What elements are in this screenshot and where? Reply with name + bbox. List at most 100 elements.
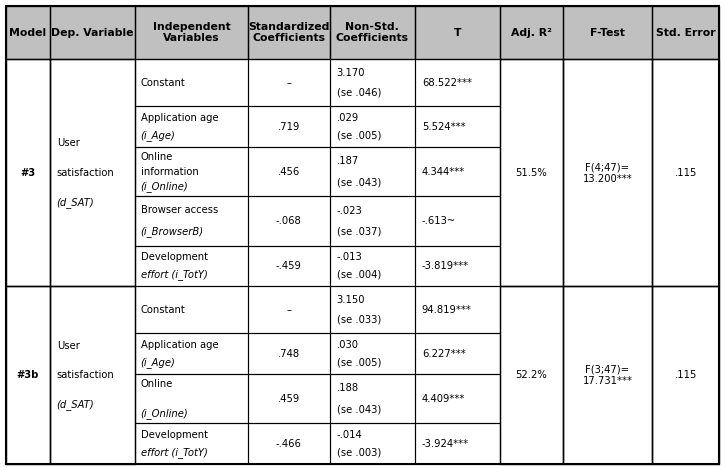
Text: .459: .459 — [278, 394, 300, 404]
Text: -.014: -.014 — [336, 430, 362, 440]
Bar — [50, 286, 135, 464]
Bar — [415, 286, 500, 333]
Text: -.459: -.459 — [276, 261, 302, 271]
Bar — [415, 197, 500, 246]
Bar — [6, 6, 50, 59]
Bar — [330, 333, 415, 374]
Text: Online: Online — [141, 152, 173, 162]
Text: -3.819***: -3.819*** — [422, 261, 469, 271]
Bar — [248, 286, 330, 333]
Text: -.013: -.013 — [336, 252, 362, 263]
Text: Online: Online — [141, 379, 173, 389]
Text: Application age: Application age — [141, 340, 218, 350]
Text: T: T — [454, 28, 461, 37]
Bar — [415, 6, 500, 59]
Bar — [415, 147, 500, 197]
Text: information: information — [141, 167, 199, 177]
Bar — [248, 147, 330, 197]
Text: -.068: -.068 — [276, 216, 302, 226]
Bar — [135, 197, 248, 246]
Text: satisfaction: satisfaction — [57, 370, 115, 380]
Bar — [563, 286, 652, 464]
Text: 4.409***: 4.409*** — [422, 394, 465, 404]
Text: 68.522***: 68.522*** — [422, 78, 472, 88]
Bar — [135, 424, 248, 464]
Bar — [248, 246, 330, 286]
Text: #3b: #3b — [17, 370, 39, 380]
Text: 51.5%: 51.5% — [515, 168, 547, 178]
Text: (se .037): (se .037) — [336, 227, 381, 236]
Bar — [248, 6, 330, 59]
Text: 94.819***: 94.819*** — [422, 305, 472, 315]
Text: -3.924***: -3.924*** — [422, 439, 469, 449]
Text: Development: Development — [141, 430, 208, 440]
Bar — [135, 59, 248, 106]
Text: (se .043): (se .043) — [336, 404, 381, 414]
Text: (i_Online): (i_Online) — [141, 408, 188, 419]
Text: Dep. Variable: Dep. Variable — [51, 28, 133, 37]
Bar — [330, 374, 415, 424]
Bar — [50, 59, 135, 286]
Bar — [248, 147, 330, 197]
Bar — [563, 6, 652, 59]
Bar — [652, 286, 719, 464]
Text: .456: .456 — [278, 167, 300, 177]
Bar — [415, 333, 500, 374]
Bar — [248, 374, 330, 424]
Bar — [135, 424, 248, 464]
Text: 3.170: 3.170 — [336, 68, 365, 78]
Bar — [563, 286, 652, 464]
Bar — [248, 333, 330, 374]
Bar — [135, 333, 248, 374]
Text: F(4;47)=
13.200***: F(4;47)= 13.200*** — [582, 162, 632, 184]
Text: Constant: Constant — [141, 305, 186, 315]
Text: 5.524***: 5.524*** — [422, 122, 465, 132]
Text: .748: .748 — [278, 349, 300, 358]
Bar — [652, 59, 719, 286]
Bar — [652, 6, 719, 59]
Bar — [330, 246, 415, 286]
Bar — [500, 59, 563, 286]
Bar — [50, 6, 135, 59]
Bar — [330, 197, 415, 246]
Bar — [135, 106, 248, 147]
Bar — [500, 59, 563, 286]
Text: Browser access: Browser access — [141, 205, 218, 215]
Bar — [652, 59, 719, 286]
Bar — [248, 106, 330, 147]
Text: F(3;47)=
17.731***: F(3;47)= 17.731*** — [582, 365, 632, 386]
Bar — [415, 106, 500, 147]
Bar — [415, 424, 500, 464]
Bar — [330, 147, 415, 197]
Bar — [135, 6, 248, 59]
Bar — [6, 6, 50, 59]
Text: F-Test: F-Test — [590, 28, 625, 37]
Bar — [563, 59, 652, 286]
Bar — [330, 106, 415, 147]
Text: (d_SAT): (d_SAT) — [57, 197, 94, 208]
Bar — [135, 374, 248, 424]
Bar — [135, 147, 248, 197]
Bar — [330, 246, 415, 286]
Bar — [248, 374, 330, 424]
Text: Non-Std.
Coefficients: Non-Std. Coefficients — [336, 22, 409, 44]
Bar — [248, 424, 330, 464]
Text: (se .005): (se .005) — [336, 357, 381, 367]
Bar — [248, 197, 330, 246]
Text: (i_BrowserB): (i_BrowserB) — [141, 226, 204, 237]
Text: Std. Error: Std. Error — [656, 28, 716, 37]
Text: (d_SAT): (d_SAT) — [57, 400, 94, 410]
Text: .115: .115 — [674, 168, 697, 178]
Bar — [135, 106, 248, 147]
Text: –: – — [286, 305, 291, 315]
Text: (se .043): (se .043) — [336, 177, 381, 187]
Text: -.023: -.023 — [336, 205, 362, 216]
Bar — [415, 424, 500, 464]
Text: Development: Development — [141, 252, 208, 262]
Text: 4.344***: 4.344*** — [422, 167, 465, 177]
Bar — [330, 59, 415, 106]
Bar — [330, 424, 415, 464]
Bar — [500, 286, 563, 464]
Bar — [415, 374, 500, 424]
Text: (se .033): (se .033) — [336, 314, 381, 325]
